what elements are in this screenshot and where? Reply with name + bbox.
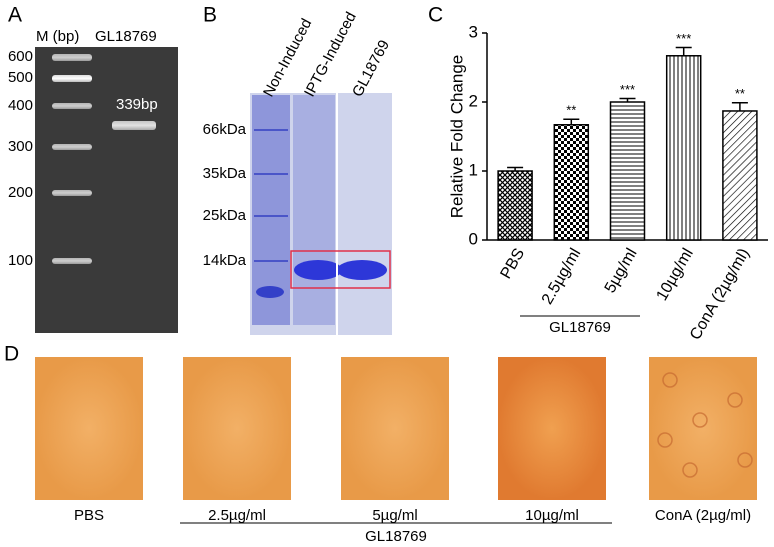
significance: ** [735,86,745,101]
panel-label: A [8,4,22,27]
bar [497,170,533,241]
ladder-band [52,258,92,264]
error-bar [619,97,636,102]
y-tick-label: 0 [469,229,478,248]
error-bar [507,166,524,171]
caption: 5µg/ml [372,507,417,524]
caption: 10µg/ml [525,507,579,524]
band-label: 339bp [116,96,158,113]
marker-label: 25kDa [203,207,247,224]
caption: ConA (2µg/ml) [655,507,751,524]
ladder-band [52,54,92,61]
group-label: GL18769 [365,528,427,545]
significance: *** [676,31,691,46]
marker-label: 14kDa [203,252,247,269]
cell-cluster [662,372,678,388]
cell-cluster [727,392,743,408]
bar [609,101,646,241]
marker-label: 35kDa [203,165,247,182]
x-tick-label: 2.5µg/ml [539,246,585,308]
y-tick-label: 3 [469,22,478,41]
ladder-band [52,190,92,196]
x-tick-label: PBS [497,246,528,282]
ladder-label: 500 [8,69,33,86]
y-tick-label: 2 [469,91,478,110]
panel-label: B [203,4,217,27]
ladder-label: 300 [8,138,33,155]
bar [553,124,590,241]
ladder-band [52,144,92,150]
ladder-label: 400 [8,97,33,114]
significance: ** [566,103,576,118]
gel-band [294,260,342,280]
cell-cluster [657,432,673,448]
group-label: GL18769 [549,319,611,336]
bar [722,110,758,241]
caption: PBS [74,507,104,524]
cell-cluster [682,462,698,478]
x-tick-label: 5µg/ml [602,246,641,296]
panel-label: C [428,4,443,27]
ladder-label: 100 [8,252,33,269]
x-tick-label: ConA (2µg/ml) [687,246,753,343]
gel-band [112,121,156,130]
gel-band [256,286,284,298]
micrograph [35,357,143,500]
y-tick-label: 1 [469,160,478,179]
ladder-band [52,103,92,109]
y-axis-label: Relative Fold Change [447,55,466,218]
caption: 2.5µg/ml [208,507,266,524]
cell-cluster [692,412,708,428]
micrograph [341,357,449,500]
marker-label: 66kDa [203,121,247,138]
lane-header: M (bp) [36,28,79,45]
ladder-label: 600 [8,48,33,65]
micrograph [498,357,606,500]
ladder-label: 200 [8,184,33,201]
gel-band [337,260,387,280]
ladder-band [52,75,92,82]
error-bar [731,101,748,111]
micrograph [649,357,757,500]
error-bar [675,46,692,56]
micrograph [183,357,291,500]
lane-header: GL18769 [95,28,157,45]
panel-label: D [4,343,19,366]
significance: *** [620,82,635,97]
error-bar [563,118,580,125]
highlight-box [290,250,391,289]
bar [665,55,702,241]
x-tick-label: 10µg/ml [653,246,696,304]
lane-label: GL18769 [349,37,393,99]
cell-cluster [737,452,753,468]
gel-lane [293,95,335,325]
